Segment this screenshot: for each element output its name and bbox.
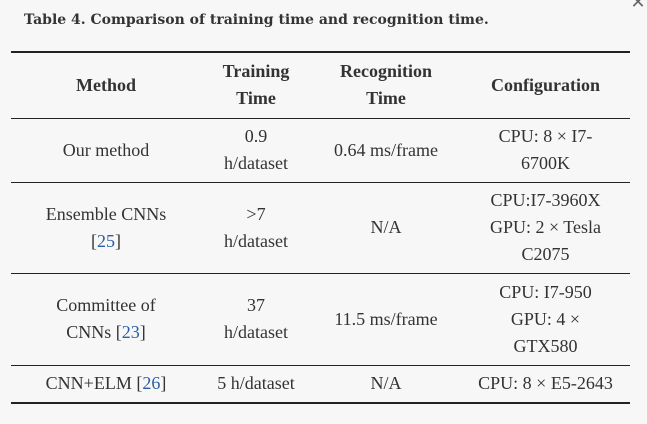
- training-line-2: h/dataset: [224, 153, 288, 173]
- header-configuration: Configuration: [490, 74, 600, 95]
- table-caption: Table 4. Comparison of training time and…: [24, 12, 489, 28]
- comparison-table-container: Method Training Time Recognition Time Co…: [11, 51, 630, 404]
- cell-training-time: >7 h/dataset: [201, 182, 311, 273]
- training-line-1: >7: [246, 203, 266, 224]
- training-line-2: h/dataset: [224, 322, 288, 342]
- cell-method: Ensemble CNNs [25]: [11, 182, 201, 273]
- config-line-2: GPU: 2 × Tesla: [489, 217, 602, 237]
- header-training-line-1: Training: [222, 61, 290, 82]
- cell-method: Our method: [11, 118, 201, 182]
- cell-recognition-time: 11.5 ms/frame: [334, 308, 438, 329]
- method-citation-wrap: [25]: [91, 230, 121, 251]
- header-recognition-line-2: Time: [366, 88, 406, 109]
- close-icon[interactable]: ✕: [630, 0, 646, 13]
- header-training-time: Training Time: [201, 52, 311, 118]
- header-recognition-line-1: Recognition: [340, 61, 432, 82]
- method-name: Our method: [62, 139, 150, 160]
- config-line-1: CPU: 8 × I7-: [498, 126, 593, 146]
- cell-training-time: 0.9 h/dataset: [201, 118, 311, 182]
- method-name: CNN+ELM: [45, 373, 132, 394]
- config-line-3: C2075: [521, 244, 570, 264]
- config-line-2: 6700K: [521, 153, 570, 173]
- table-row: Committee of CNNs [23] 37 h/dataset 11.5…: [11, 273, 630, 365]
- cell-recognition-time: N/A: [370, 373, 402, 394]
- training-line-1: 0.9: [244, 126, 268, 146]
- cell-configuration: CPU: 8 × E5-2643: [478, 373, 613, 394]
- cell-recognition-time: 0.64 ms/frame: [334, 139, 438, 160]
- config-line-1: CPU: I7-950: [499, 281, 592, 302]
- config-line-2: GPU: 4 ×: [510, 308, 581, 329]
- method-name-line-2: CNNs [23]: [66, 322, 146, 342]
- header-recognition-time: Recognition Time: [311, 52, 461, 118]
- cell-training-time: 37 h/dataset: [201, 273, 311, 365]
- header-training-line-2: Time: [236, 88, 276, 109]
- training-line-1: 37: [247, 295, 265, 315]
- citation-link[interactable]: 26: [142, 373, 161, 394]
- method-name: Ensemble CNNs: [45, 203, 167, 224]
- cell-method: Committee of CNNs [23]: [11, 273, 201, 365]
- header-method: Method: [76, 74, 136, 95]
- method-name: Committee of: [56, 295, 156, 315]
- config-line-1: CPU:I7-3960X: [490, 190, 601, 210]
- training-line-2: h/dataset: [224, 230, 288, 251]
- table-header-row: Method Training Time Recognition Time Co…: [11, 52, 630, 118]
- cell-configuration: CPU:I7-3960X GPU: 2 × Tesla C2075: [461, 182, 630, 273]
- table-row: CNN+ELM [26] 5 h/dataset N/A CPU: 8 × E5…: [11, 365, 630, 403]
- cell-configuration: CPU: 8 × I7- 6700K: [461, 118, 630, 182]
- table-row: Ensemble CNNs [25] >7 h/dataset N/A CPU:…: [11, 182, 630, 273]
- cell-method: CNN+ELM [26]: [45, 373, 167, 394]
- table-row: Our method 0.9 h/dataset 0.64 ms/frame C…: [11, 118, 630, 182]
- config-line-3: GTX580: [513, 335, 578, 356]
- cell-training-time: 5 h/dataset: [217, 373, 295, 394]
- method-name-continuation: CNNs: [66, 322, 112, 342]
- citation-link[interactable]: 23: [121, 322, 140, 342]
- citation-link[interactable]: 25: [97, 230, 115, 251]
- comparison-table: Method Training Time Recognition Time Co…: [11, 51, 630, 404]
- cell-recognition-time: N/A: [370, 217, 402, 237]
- cell-configuration: CPU: I7-950 GPU: 4 × GTX580: [461, 273, 630, 365]
